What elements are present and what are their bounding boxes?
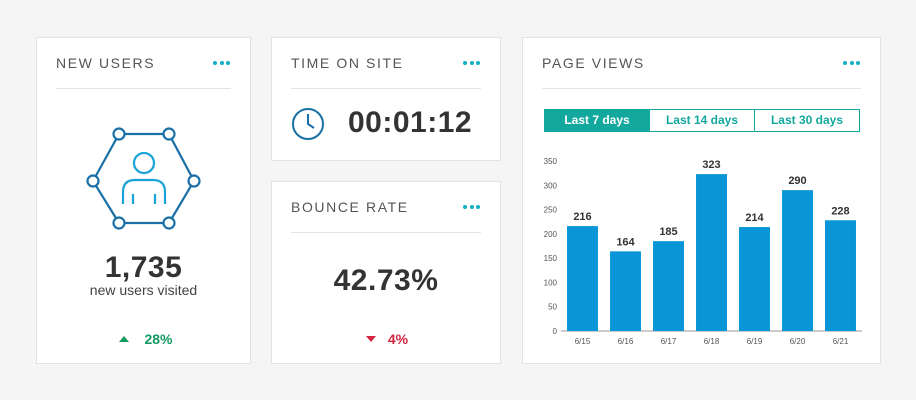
menu-button[interactable]	[843, 61, 860, 65]
menu-button[interactable]	[213, 61, 230, 65]
page-views-card: PAGE VIEWS Last 7 days Last 14 days Last…	[522, 37, 881, 364]
metric-value: 1,735	[104, 251, 183, 284]
metric-change: 28%	[144, 331, 173, 347]
card-title: NEW USERS	[56, 55, 156, 71]
divider	[542, 88, 861, 89]
time-on-site-card: TIME ON SITE 00:01:12	[271, 37, 501, 161]
users-icon	[86, 127, 201, 230]
bounce-rate-card: BOUNCE RATE 42.73% 4%	[271, 181, 501, 364]
metric-change: 4%	[387, 331, 409, 347]
new-users-card: NEW USERS 1,735 new users visited 28%	[36, 37, 251, 364]
card-title: TIME ON SITE	[291, 55, 404, 71]
clock-icon	[292, 108, 324, 140]
menu-button[interactable]	[463, 61, 480, 65]
divider	[291, 88, 481, 89]
metric-value: 42.73%	[333, 264, 439, 297]
down-arrow	[366, 336, 376, 342]
card-title: BOUNCE RATE	[291, 199, 409, 215]
tab[interactable]: Last 7 days	[545, 110, 649, 131]
tab[interactable]: Last 14 days	[649, 110, 754, 131]
metric-caption: new users visited	[89, 282, 198, 298]
tab[interactable]: Last 30 days	[754, 110, 859, 131]
card-title: PAGE VIEWS	[542, 55, 645, 71]
divider	[291, 232, 481, 233]
divider	[56, 88, 231, 89]
metric-value: 00:01:12	[348, 106, 473, 139]
range-tabs: Last 7 days Last 14 days Last 30 days	[544, 109, 860, 132]
menu-button[interactable]	[463, 205, 480, 209]
up-arrow	[119, 336, 129, 342]
